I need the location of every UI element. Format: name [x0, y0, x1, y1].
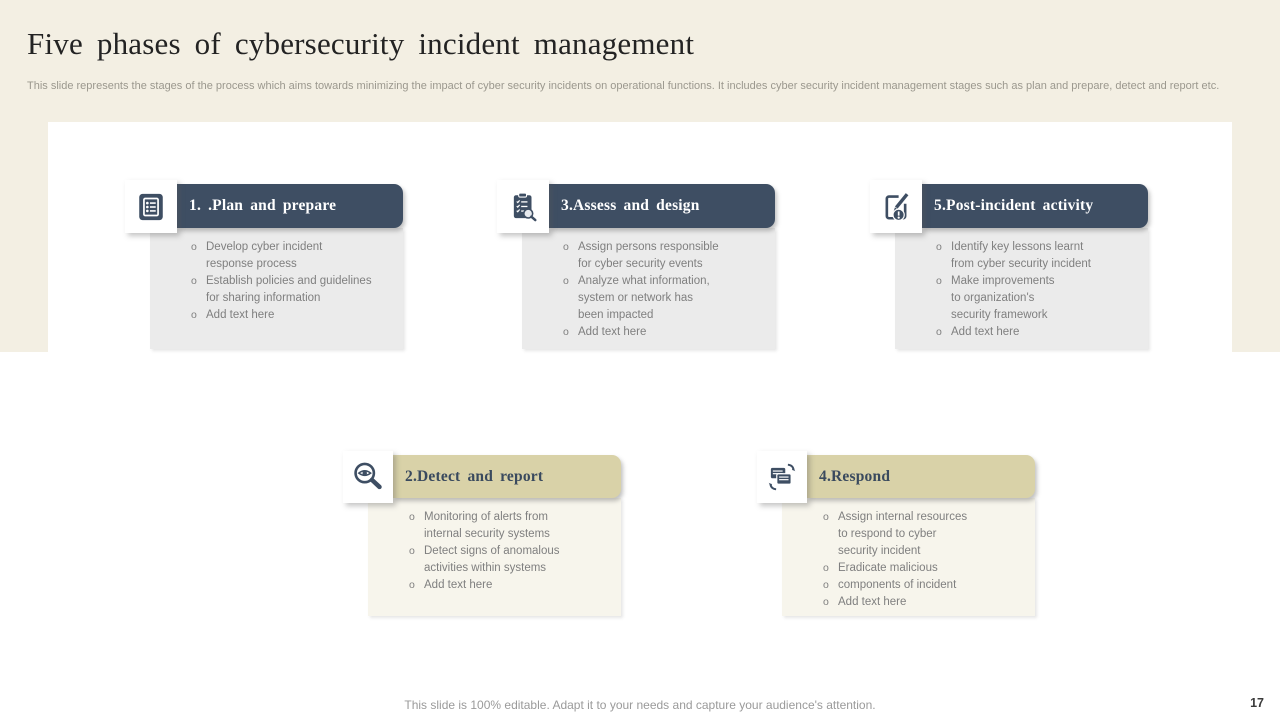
bullet-list: Monitoring of alerts from internal secur…	[409, 509, 597, 594]
card-body: Assign internal resources to respond to …	[782, 498, 1035, 616]
bullet-list: Develop cyber incident response process …	[191, 239, 379, 324]
card-icon-box	[125, 180, 177, 233]
card-header: 2.Detect and report	[393, 455, 621, 498]
bullet-list: Assign persons responsible for cyber sec…	[563, 239, 751, 341]
card-icon-box	[870, 180, 922, 233]
bullet-item: Monitoring of alerts from internal secur…	[409, 509, 597, 543]
bullet-item: Identify key lessons learnt from cyber s…	[936, 239, 1124, 273]
list-clipboard-icon	[139, 193, 163, 220]
chat-sync-icon	[768, 463, 796, 491]
bullet-item: Add text here	[936, 324, 1124, 341]
bullet-item: Add text here	[409, 577, 597, 594]
card-body: Develop cyber incident response process …	[150, 228, 403, 349]
bullet-list: Assign internal resources to respond to …	[823, 509, 1011, 611]
bullet-item: Add text here	[563, 324, 751, 341]
clipboard-magnifier-icon	[513, 192, 537, 221]
card-header: 5.Post-incident activity	[922, 184, 1148, 228]
bullet-item: Establish policies and guidelines for sh…	[191, 273, 379, 307]
card-title: 5.Post-incident activity	[934, 197, 1094, 214]
card-title: 2.Detect and report	[405, 467, 544, 485]
card-header: 3.Assess and design	[549, 184, 775, 228]
card-icon-box	[497, 180, 549, 233]
card-title: 1. .Plan and prepare	[189, 197, 337, 214]
bullet-item: Analyze what information, system or netw…	[563, 273, 751, 324]
bullet-item: Develop cyber incident response process	[191, 239, 379, 273]
bullet-list: Identify key lessons learnt from cyber s…	[936, 239, 1124, 341]
bullet-item: Eradicate malicious	[823, 560, 1011, 577]
page-number: 17	[1250, 696, 1264, 710]
card-header: 4.Respond	[807, 455, 1035, 498]
bullet-item: Assign persons responsible for cyber sec…	[563, 239, 751, 273]
bullet-item: Detect signs of anomalous activities wit…	[409, 543, 597, 577]
card-icon-box	[343, 451, 393, 503]
card-header: 1. .Plan and prepare	[177, 184, 403, 228]
page-subtitle: This slide represents the stages of the …	[27, 80, 1220, 92]
card-title: 3.Assess and design	[561, 197, 700, 214]
bullet-item: Add text here	[191, 307, 379, 324]
card-body: Monitoring of alerts from internal secur…	[368, 498, 621, 616]
card-body: Identify key lessons learnt from cyber s…	[895, 228, 1148, 349]
bullet-item: Add text here	[823, 594, 1011, 611]
footer-note: This slide is 100% editable. Adapt it to…	[404, 698, 876, 712]
card-body: Assign persons responsible for cyber sec…	[522, 228, 775, 349]
page-title: Five phases of cybersecurity incident ma…	[27, 26, 695, 61]
bullet-item: Make improvements to organization's secu…	[936, 273, 1124, 324]
edit-document-alert-icon	[885, 192, 909, 221]
card-icon-box	[757, 451, 807, 503]
card-title: 4.Respond	[819, 467, 891, 485]
magnifier-eye-icon	[354, 462, 382, 490]
bullet-item: components of incident	[823, 577, 1011, 594]
bullet-item: Assign internal resources to respond to …	[823, 509, 1011, 560]
